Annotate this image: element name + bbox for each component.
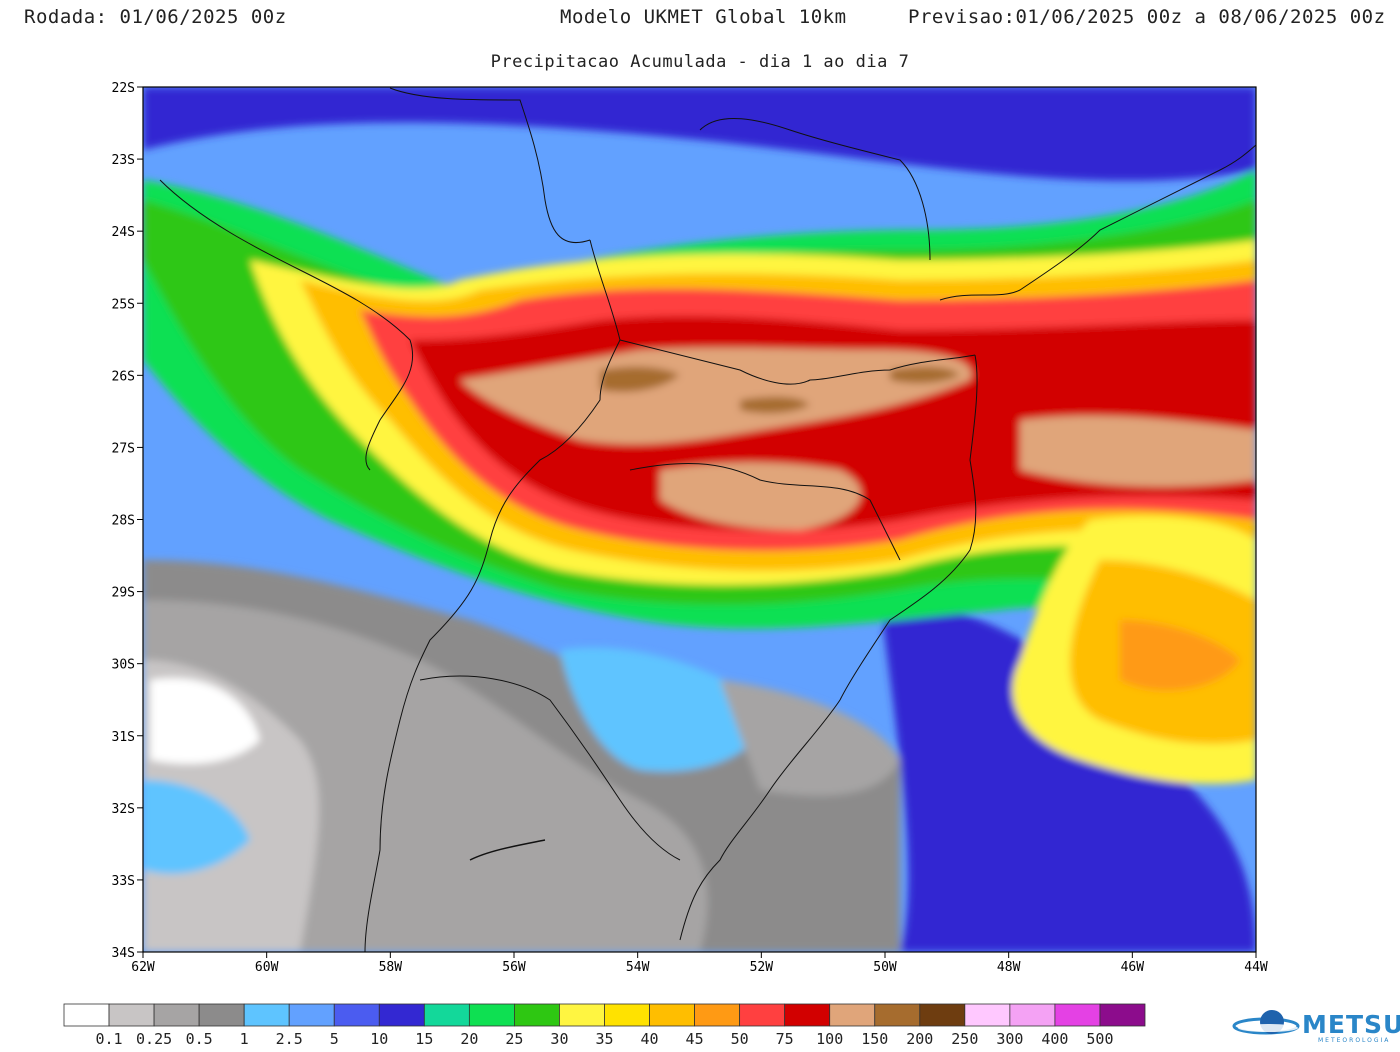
lat-tick-label: 33S [112, 874, 135, 889]
logo-wordmark: METSUL [1302, 1010, 1400, 1039]
legend-label: 25 [505, 1030, 523, 1048]
legend-swatch [874, 1003, 921, 1027]
run-label: Rodada: [24, 6, 108, 28]
legend-label: 50 [731, 1030, 749, 1048]
legend-label: 30 [550, 1030, 568, 1048]
legend-swatch [198, 1003, 245, 1027]
legend-label: 300 [996, 1030, 1023, 1048]
legend-swatch [559, 1003, 605, 1027]
forecast-period: Previsao:01/06/2025 00z a 08/06/2025 00z [908, 6, 1386, 28]
lat-tick-label: 30S [112, 658, 135, 673]
legend-swatch [333, 1003, 380, 1027]
legend-swatch [1099, 1003, 1146, 1027]
legend-label: 10 [370, 1030, 388, 1048]
lat-tick-label: 32S [112, 802, 135, 817]
map-subtitle: Precipitacao Acumulada - dia 1 ao dia 7 [490, 52, 910, 72]
logo-subtitle: METEOROLOGIA [1318, 1037, 1391, 1044]
legend-label: 0.1 [95, 1030, 122, 1048]
legend-swatch [784, 1003, 831, 1027]
model-title: Modelo UKMET Global 10km [560, 6, 847, 28]
forecast-value: 01/06/2025 00z a 08/06/2025 00z [1015, 6, 1386, 28]
lon-tick-label: 50W [873, 960, 897, 975]
lat-tick-label: 27S [112, 441, 135, 456]
legend-label: 5 [330, 1030, 339, 1048]
legend-label: 15 [415, 1030, 433, 1048]
lon-tick-label: 56W [502, 960, 526, 975]
metsul-logo [1232, 1010, 1300, 1035]
lat-tick-label: 28S [112, 514, 135, 529]
legend-swatch [288, 1003, 335, 1027]
precip-field [143, 87, 1256, 952]
color-legend: 0.1 0.25 0.5 1 2.5 5 10 15 20 25 30 35 40 45 50 75 100 15… [63, 1003, 1146, 1048]
lon-tick-label: 44W [1244, 960, 1268, 975]
legend-swatch [604, 1003, 650, 1027]
lat-tick-label: 26S [112, 369, 135, 384]
latitude-axis: 22S 23S 24S 25S 26S 27S 28S 29S 30S 31S 32S 33S 34S [112, 81, 143, 961]
legend-label: 100 [816, 1030, 843, 1048]
lat-tick-label: 22S [112, 81, 135, 96]
forecast-label: Previsao: [908, 6, 1016, 28]
legend-label: 40 [641, 1030, 659, 1048]
lat-tick-label: 31S [112, 730, 135, 745]
legend-label: 20 [460, 1030, 478, 1048]
legend-swatch [739, 1003, 786, 1027]
legend-label: 200 [906, 1030, 933, 1048]
legend-swatch [378, 1003, 425, 1027]
lon-tick-label: 48W [997, 960, 1021, 975]
legend-label: 0.5 [186, 1030, 213, 1048]
legend-label: 1 [240, 1030, 249, 1048]
legend-label: 400 [1041, 1030, 1068, 1048]
longitude-axis: 62W 60W 58W 56W 54W 52W 50W 48W 46W 44W [131, 952, 1268, 975]
lon-tick-label: 46W [1121, 960, 1145, 975]
legend-swatch [63, 1003, 110, 1027]
legend-label: 250 [951, 1030, 978, 1048]
legend-swatch [964, 1003, 1011, 1027]
lat-tick-label: 34S [112, 946, 135, 961]
legend-swatch [153, 1003, 200, 1027]
legend-swatch [694, 1003, 741, 1027]
legend-label: 2.5 [276, 1030, 303, 1048]
legend-swatch [108, 1003, 155, 1027]
lon-tick-label: 52W [750, 960, 774, 975]
legend-swatch [1054, 1003, 1101, 1027]
lon-tick-label: 58W [379, 960, 403, 975]
legend-swatch [514, 1003, 560, 1027]
lon-tick-label: 62W [131, 960, 155, 975]
legend-swatch [468, 1003, 515, 1027]
legend-swatch [649, 1003, 695, 1027]
lon-tick-label: 54W [626, 960, 650, 975]
legend-label: 45 [686, 1030, 704, 1048]
run-date: Rodada: 01/06/2025 00z [24, 6, 287, 28]
lat-tick-label: 23S [112, 153, 135, 168]
lat-tick-label: 24S [112, 225, 135, 240]
legend-swatch [919, 1003, 966, 1027]
lat-tick-label: 29S [112, 586, 135, 601]
lon-tick-label: 60W [255, 960, 279, 975]
legend-label: 75 [776, 1030, 794, 1048]
legend-label: 35 [595, 1030, 613, 1048]
legend-swatch [243, 1003, 290, 1027]
boundaries [159, 87, 1256, 952]
legend-label: 0.25 [136, 1030, 172, 1048]
lat-tick-label: 25S [112, 297, 135, 312]
legend-label: 150 [861, 1030, 888, 1048]
precipitation-map: 22S23S24S25S26S27S28S29S30S31S32S33S34S … [112, 81, 1268, 975]
legend-swatch [423, 1003, 470, 1027]
run-value: 01/06/2025 00z [119, 6, 287, 28]
legend-swatch [829, 1003, 876, 1027]
legend-swatch [1009, 1003, 1056, 1027]
legend-label: 500 [1086, 1030, 1113, 1048]
